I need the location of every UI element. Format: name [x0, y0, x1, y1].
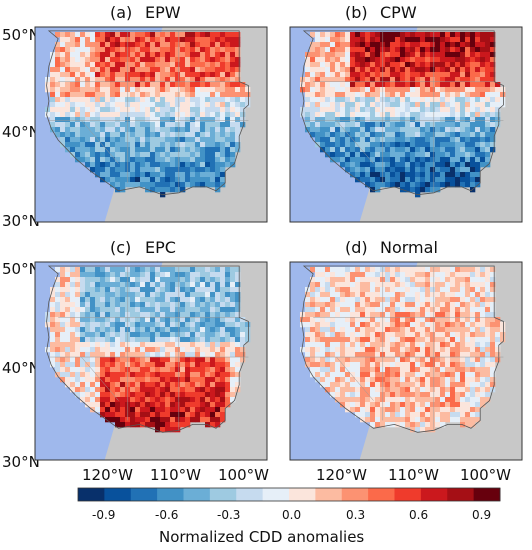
colorbar-segment	[236, 488, 264, 501]
colorbar-label: Normalized CDD anomalies	[159, 528, 364, 546]
colorbar-segment	[420, 488, 448, 501]
lon-tick-120-left: 120°W	[82, 466, 133, 484]
map-panel-b	[289, 26, 523, 223]
state-boundaries	[48, 265, 249, 431]
lon-tick-110-left: 110°W	[150, 466, 201, 484]
colorbar	[77, 487, 501, 502]
colorbar-segment	[130, 488, 158, 501]
panel-c-title: EPC	[145, 238, 176, 257]
lat-tick-30-top: 30°N	[2, 212, 40, 230]
panel-frame	[34, 261, 268, 461]
colorbar-segment	[341, 488, 369, 501]
cb-tick-5: 0.6	[409, 508, 428, 522]
state-boundaries	[303, 30, 504, 193]
lon-tick-100-right: 100°W	[460, 466, 511, 484]
colorbar-segment	[447, 488, 475, 501]
colorbar-segment	[473, 488, 501, 501]
panel-frame	[34, 26, 268, 223]
colorbar-segment	[157, 488, 184, 501]
lon-tick-110-right: 110°W	[388, 466, 439, 484]
lat-tick-40-top: 40°N	[2, 123, 40, 141]
lon-tick-100-left: 100°W	[218, 466, 269, 484]
anomaly-field	[45, 267, 251, 433]
cb-tick-4: 0.3	[346, 508, 365, 522]
map-panel-a	[34, 26, 268, 223]
lat-tick-50-bottom: 50°N	[2, 260, 40, 278]
panel-b-title: CPW	[380, 3, 417, 22]
panel-c-letter: (c)	[110, 238, 131, 257]
colorbar-segment	[368, 488, 395, 501]
panel-frame	[289, 261, 523, 461]
state-boundaries	[303, 265, 504, 431]
panel-a-title: EPW	[145, 3, 181, 22]
lat-tick-30-bottom: 30°N	[2, 453, 40, 471]
colorbar-segment	[315, 488, 343, 501]
lat-tick-50-top: 50°N	[2, 26, 40, 44]
coastline	[46, 265, 249, 433]
panel-frame	[289, 26, 523, 223]
panel-d-title: Normal	[380, 238, 438, 257]
anomaly-field	[300, 267, 506, 433]
panel-b-letter: (b)	[345, 3, 368, 22]
panel-a-letter: (a)	[110, 3, 132, 22]
panel-d-letter: (d)	[345, 238, 368, 257]
colorbar-segment	[262, 488, 290, 501]
state-boundaries	[48, 30, 249, 193]
coastline	[301, 265, 504, 433]
cb-tick-1: -0.6	[155, 508, 178, 522]
colorbar-segment	[78, 488, 105, 501]
cb-tick-6: 0.9	[472, 508, 491, 522]
colorbar-segment	[209, 488, 237, 501]
map-panel-c	[34, 261, 268, 461]
anomaly-field	[300, 32, 506, 198]
colorbar-segment	[394, 488, 422, 501]
lat-tick-40-bottom: 40°N	[2, 359, 40, 377]
cb-tick-2: -0.3	[217, 508, 240, 522]
colorbar-frame	[77, 487, 501, 502]
map-panel-d	[289, 261, 523, 461]
lon-tick-120-right: 120°W	[316, 466, 367, 484]
cb-tick-0: -0.9	[92, 508, 115, 522]
colorbar-segment	[183, 488, 211, 501]
coastline	[46, 30, 249, 196]
colorbar-segment	[104, 488, 132, 501]
colorbar-segment	[289, 488, 316, 501]
cb-tick-3: 0.0	[282, 508, 301, 522]
coastline	[301, 30, 504, 196]
